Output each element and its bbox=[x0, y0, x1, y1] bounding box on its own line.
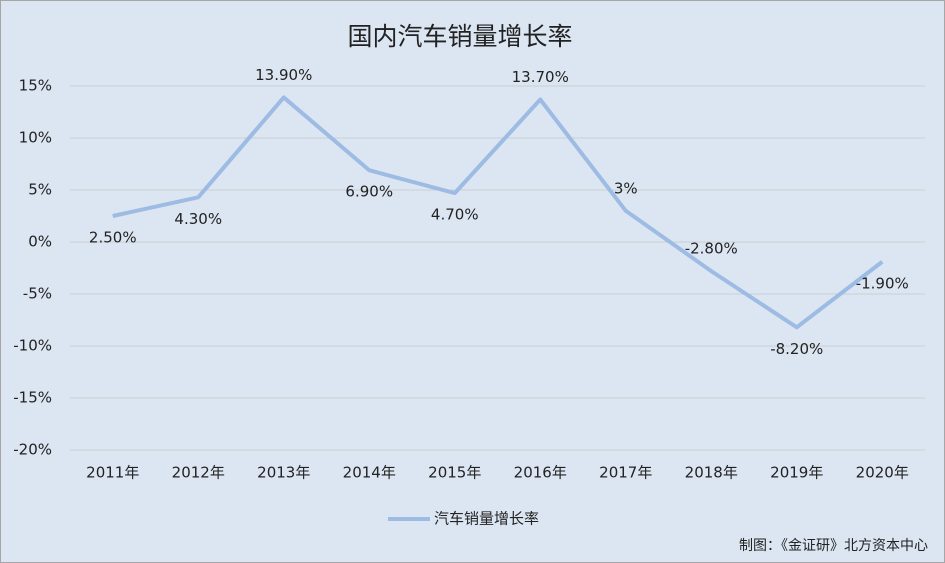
data-label: 6.90% bbox=[345, 183, 393, 201]
x-tick-label: 2012年 bbox=[172, 464, 225, 482]
data-label: -8.20% bbox=[770, 340, 823, 358]
y-tick-label: -15% bbox=[13, 389, 52, 407]
legend-label: 汽车销量增长率 bbox=[434, 510, 539, 528]
data-label: 4.30% bbox=[174, 210, 222, 228]
data-label: 2.50% bbox=[89, 229, 137, 247]
x-tick-label: 2019年 bbox=[770, 464, 823, 482]
data-label: 4.70% bbox=[431, 206, 479, 224]
x-tick-label: 2020年 bbox=[856, 464, 909, 482]
data-label: 13.70% bbox=[512, 68, 569, 86]
data-line bbox=[112, 95, 884, 330]
x-tick-label: 2014年 bbox=[343, 464, 396, 482]
chart-title: 国内汽车销量增长率 bbox=[347, 22, 572, 51]
x-tick-label: 2018年 bbox=[685, 464, 738, 482]
y-tick-label: 15% bbox=[19, 77, 52, 95]
data-label: -1.90% bbox=[856, 274, 909, 292]
y-tick-label: -20% bbox=[13, 441, 52, 459]
source-note: 制图：《金证研》北方资本中心 bbox=[739, 538, 928, 554]
x-tick-label: 2017年 bbox=[599, 464, 652, 482]
y-tick-label: 10% bbox=[19, 129, 52, 147]
y-tick-label: 0% bbox=[28, 233, 52, 251]
data-label: 13.90% bbox=[255, 66, 312, 84]
x-tick-label: 2013年 bbox=[257, 464, 310, 482]
y-tick-label: -5% bbox=[23, 285, 52, 303]
data-label: -2.80% bbox=[685, 240, 738, 258]
x-tick-label: 2011年 bbox=[86, 464, 139, 482]
x-tick-label: 2015年 bbox=[428, 464, 481, 482]
y-tick-label: -10% bbox=[13, 337, 52, 355]
x-tick-label: 2016年 bbox=[514, 464, 567, 482]
data-label: 3% bbox=[614, 179, 638, 197]
y-tick-label: 5% bbox=[28, 181, 52, 199]
